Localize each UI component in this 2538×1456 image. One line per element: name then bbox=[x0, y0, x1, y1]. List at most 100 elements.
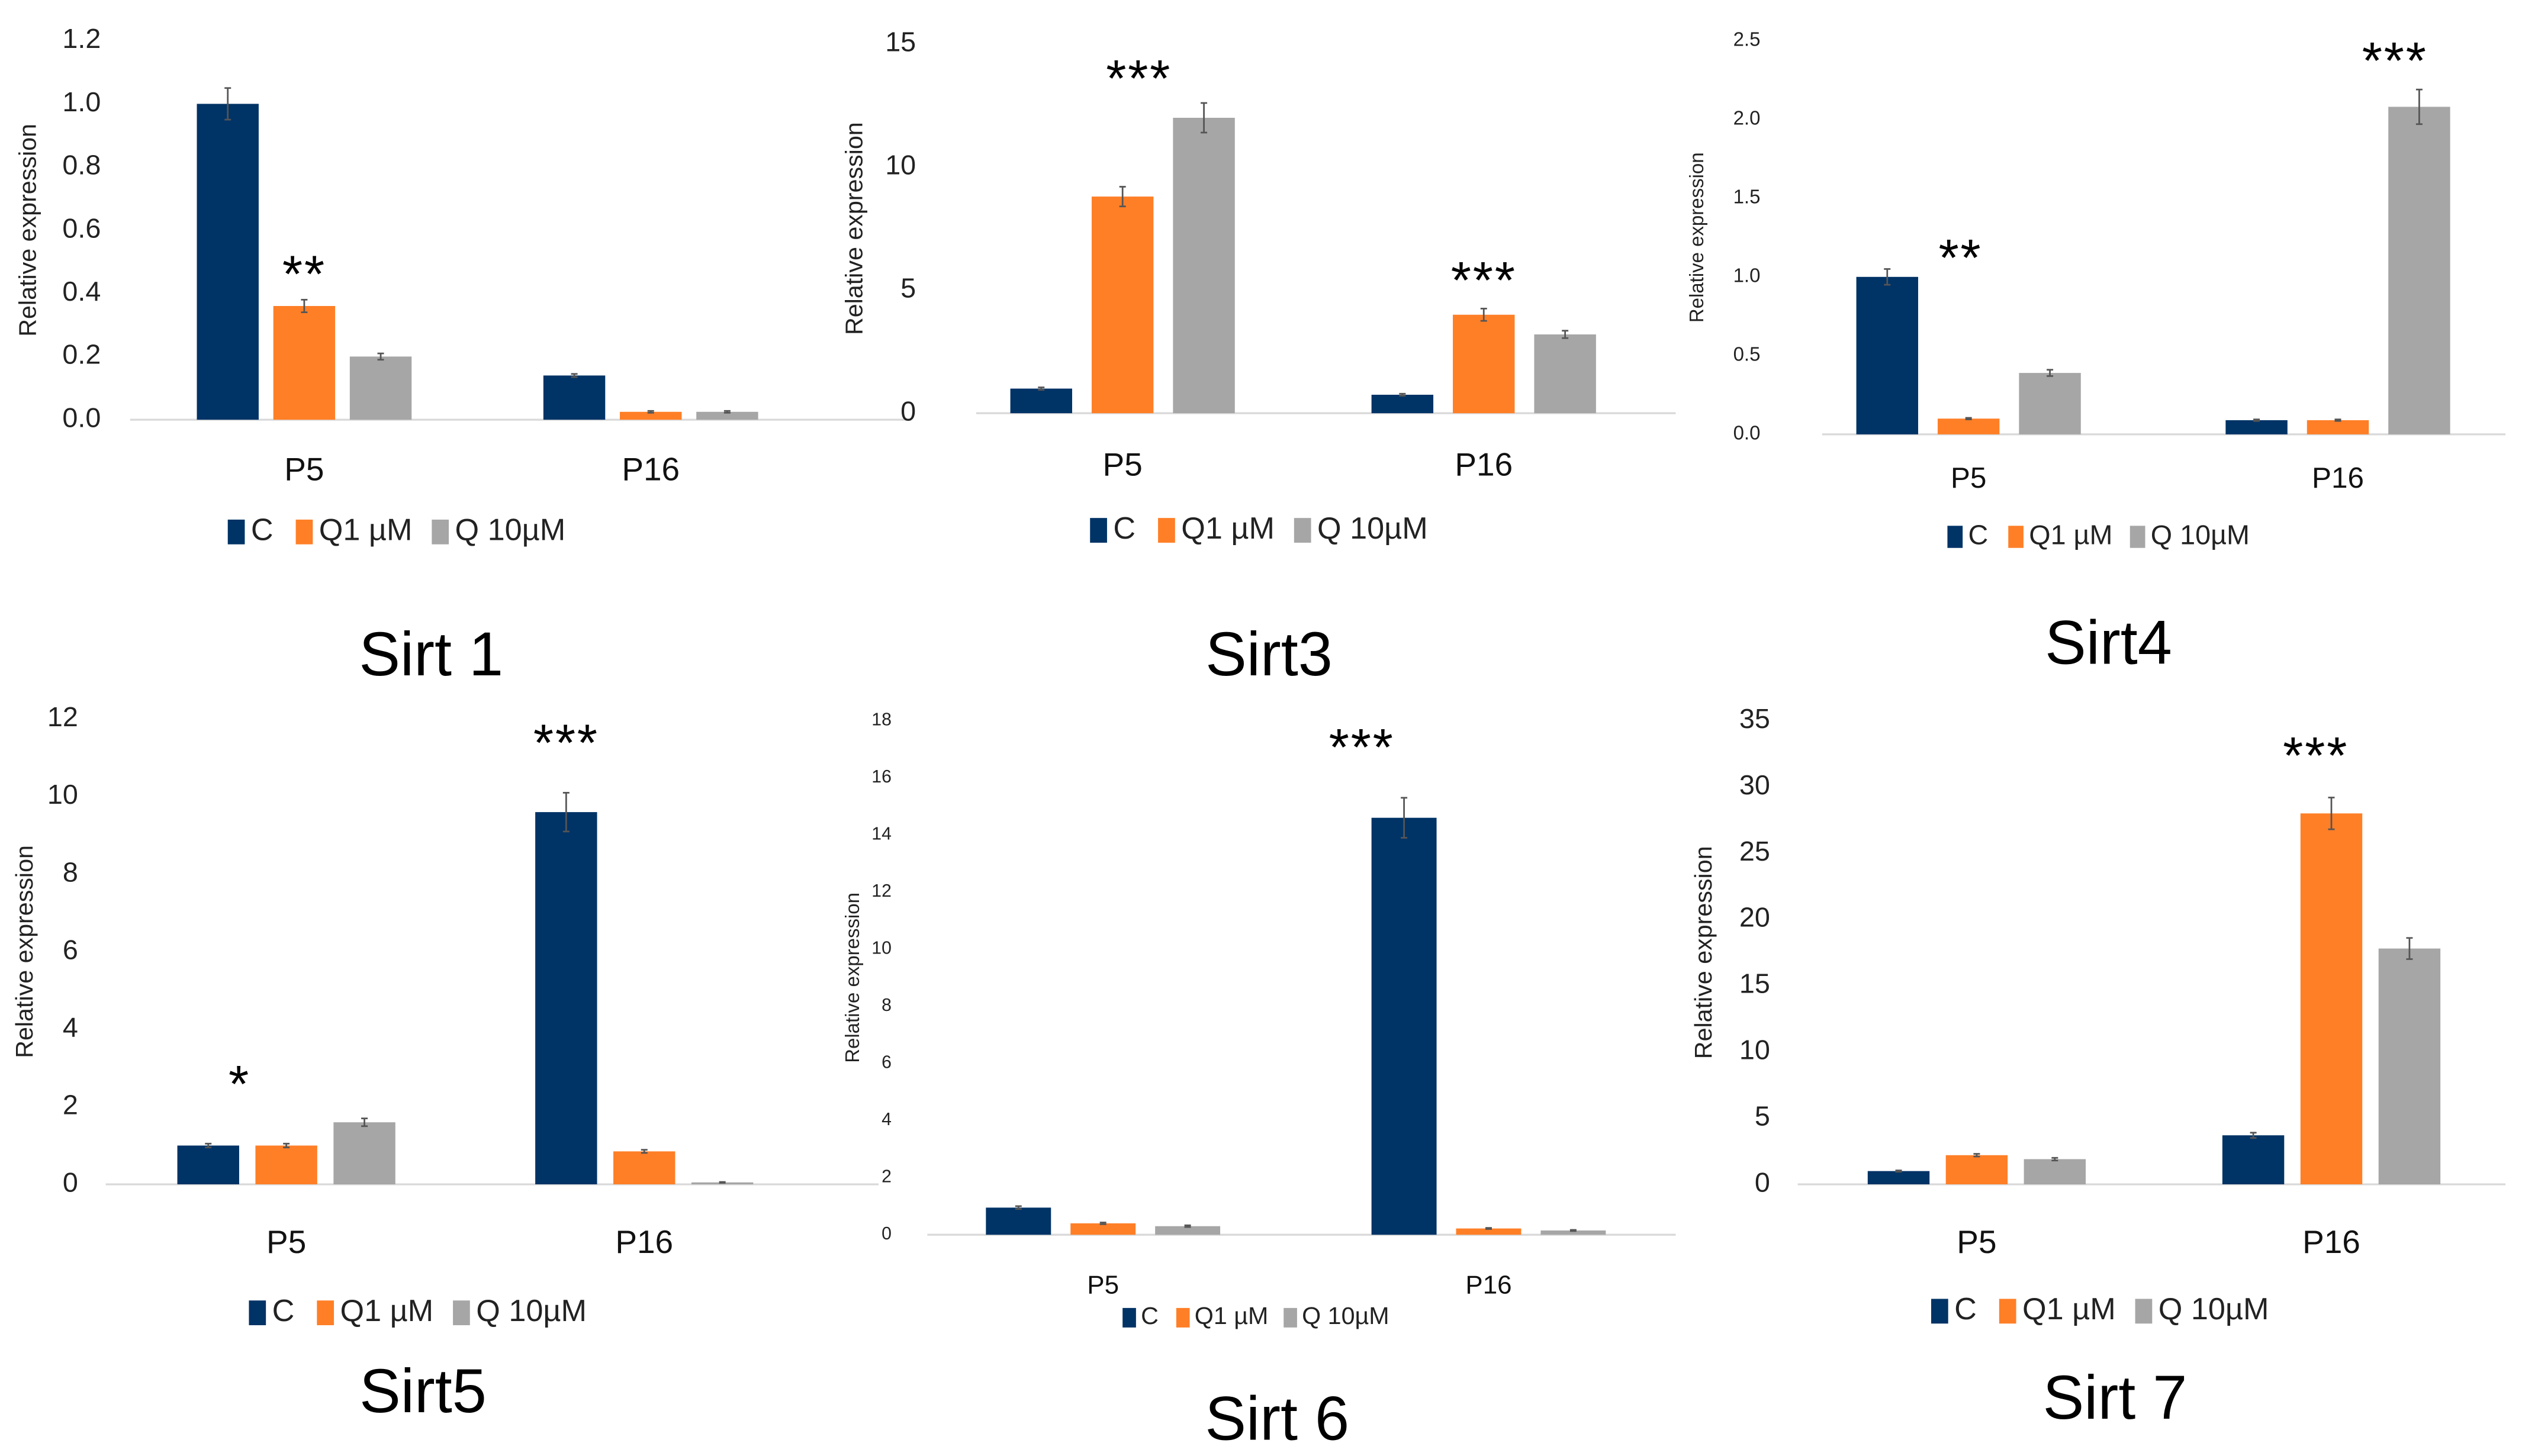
error-bar bbox=[2406, 937, 2413, 960]
chart-title: Sirt5 bbox=[359, 1357, 487, 1426]
significance-marker: *** bbox=[1329, 717, 1395, 776]
x-category-label: P5 bbox=[1957, 1223, 1996, 1260]
error-bar bbox=[723, 410, 731, 414]
legend-swatch-2 bbox=[2130, 526, 2145, 548]
legend-swatch-0 bbox=[1947, 526, 1963, 548]
y-tick-label: 8 bbox=[63, 856, 78, 887]
x-category-label: P16 bbox=[615, 1223, 673, 1260]
y-tick-label: 0.4 bbox=[62, 276, 101, 307]
y-tick-label: 1.2 bbox=[62, 23, 101, 54]
chart-title: Sirt4 bbox=[2045, 608, 2172, 678]
y-tick-label: 6 bbox=[882, 1053, 892, 1072]
error-bar bbox=[2253, 418, 2260, 422]
y-tick-label: 0.0 bbox=[1733, 422, 1761, 444]
bar-q1m-p5 bbox=[1937, 418, 2000, 434]
error-bar bbox=[1569, 1229, 1577, 1232]
y-tick-label: 0 bbox=[63, 1167, 78, 1197]
error-bar bbox=[224, 87, 231, 121]
legend-label: C bbox=[1954, 1292, 1977, 1326]
legend-swatch-0 bbox=[227, 519, 245, 545]
bar-q1m-p16 bbox=[1456, 1228, 1521, 1235]
bar-c-p5 bbox=[197, 104, 259, 420]
error-bar bbox=[1038, 386, 1045, 391]
error-bar bbox=[1480, 307, 1487, 322]
bar-c-p16 bbox=[2222, 1135, 2285, 1184]
x-category-label: P5 bbox=[1087, 1271, 1119, 1300]
legend-swatch-1 bbox=[2008, 526, 2024, 548]
legend-label: Q 10µM bbox=[476, 1294, 587, 1328]
y-tick-label: 14 bbox=[871, 824, 892, 844]
error-bar bbox=[301, 298, 308, 314]
legend-label: Q1 µM bbox=[2029, 519, 2112, 550]
chart-panel-sirt3: 0 5 10 15 Relative expression P5 P16 *** *** C Q1 … bbox=[840, 27, 1676, 689]
bar-q10m-p5 bbox=[1173, 117, 1235, 414]
legend-label: Q 10µM bbox=[2151, 519, 2250, 550]
y-tick-label: 12 bbox=[47, 701, 78, 732]
x-category-label: P16 bbox=[2302, 1223, 2360, 1260]
y-axis-label: Relative expression bbox=[11, 845, 38, 1058]
significance-marker: *** bbox=[2362, 31, 2428, 90]
error-bar bbox=[562, 791, 570, 833]
bar-q1m-p16 bbox=[2300, 813, 2363, 1184]
legend-swatch-0 bbox=[1122, 1307, 1136, 1328]
y-tick-label: 0.5 bbox=[1733, 343, 1761, 365]
y-tick-label: 0.8 bbox=[62, 150, 101, 181]
y-tick-label: 15 bbox=[885, 27, 916, 57]
bar-c-p16 bbox=[2225, 420, 2288, 434]
error-bar bbox=[1015, 1205, 1022, 1210]
bar-q1m-p16 bbox=[613, 1151, 675, 1184]
error-bar bbox=[1884, 268, 1891, 286]
bar-c-p16 bbox=[1371, 394, 1434, 414]
bar-q1m-p5 bbox=[255, 1145, 317, 1184]
error-bar bbox=[1973, 1153, 1980, 1158]
bar-q10m-p16 bbox=[2388, 107, 2450, 434]
y-tick-label: 0.0 bbox=[62, 402, 101, 433]
x-category-label: P16 bbox=[622, 451, 680, 488]
legend-label: Q 10µM bbox=[455, 513, 565, 547]
significance-marker: ** bbox=[1938, 228, 1982, 286]
significance-marker: *** bbox=[1106, 49, 1172, 107]
bar-q1m-p5 bbox=[1091, 197, 1154, 414]
bar-q10m-p16 bbox=[1534, 334, 1596, 414]
y-tick-label: 0 bbox=[900, 395, 916, 426]
chart-panel-sirt7: 0 5 10 15 20 25 30 35 Relative expression P5 P16 **… bbox=[1690, 703, 2506, 1432]
y-tick-label: 5 bbox=[1755, 1100, 1770, 1131]
y-tick-label: 20 bbox=[1739, 902, 1770, 933]
y-tick-label: 4 bbox=[882, 1110, 892, 1129]
y-axis-label: Relative expression bbox=[1685, 152, 1707, 323]
x-category-label: P5 bbox=[284, 451, 324, 488]
legend-label: Q 10µM bbox=[2159, 1292, 2269, 1326]
error-bar bbox=[647, 410, 654, 414]
legend-label: Q 10µM bbox=[1302, 1302, 1389, 1329]
legend-label: Q1 µM bbox=[1195, 1302, 1269, 1329]
legend-label: C bbox=[272, 1294, 295, 1328]
y-tick-label: 25 bbox=[1739, 836, 1770, 866]
error-bar bbox=[1401, 797, 1408, 839]
y-tick-label: 1.0 bbox=[1733, 265, 1761, 286]
y-axis-label: Relative expression bbox=[841, 893, 863, 1063]
legend-swatch-0 bbox=[1090, 518, 1107, 543]
y-tick-label: 1.0 bbox=[62, 86, 101, 117]
bar-c-p5 bbox=[1856, 276, 1918, 434]
bar-q10m-p5 bbox=[349, 356, 412, 420]
x-category-label: P5 bbox=[266, 1223, 306, 1260]
y-tick-label: 5 bbox=[900, 273, 916, 304]
y-tick-label: 0 bbox=[882, 1224, 892, 1244]
bar-c-p5 bbox=[177, 1145, 239, 1184]
y-tick-label: 2 bbox=[63, 1089, 78, 1120]
error-bar bbox=[1099, 1222, 1106, 1225]
y-tick-label: 15 bbox=[1739, 968, 1770, 999]
legend-label: Q 10µM bbox=[1317, 511, 1428, 546]
x-category-label: P5 bbox=[1103, 446, 1143, 482]
chart-title: Sirt3 bbox=[1205, 620, 1333, 689]
x-category-label: P16 bbox=[1465, 1271, 1511, 1300]
chart-title: Sirt 6 bbox=[1205, 1384, 1349, 1454]
bar-q1m-p5 bbox=[1945, 1155, 2008, 1184]
legend-swatch-1 bbox=[1999, 1299, 2016, 1324]
bar-c-p5 bbox=[986, 1207, 1051, 1235]
legend-swatch-2 bbox=[453, 1300, 470, 1326]
y-tick-label: 6 bbox=[63, 934, 78, 965]
y-axis-label: Relative expression bbox=[840, 122, 867, 335]
